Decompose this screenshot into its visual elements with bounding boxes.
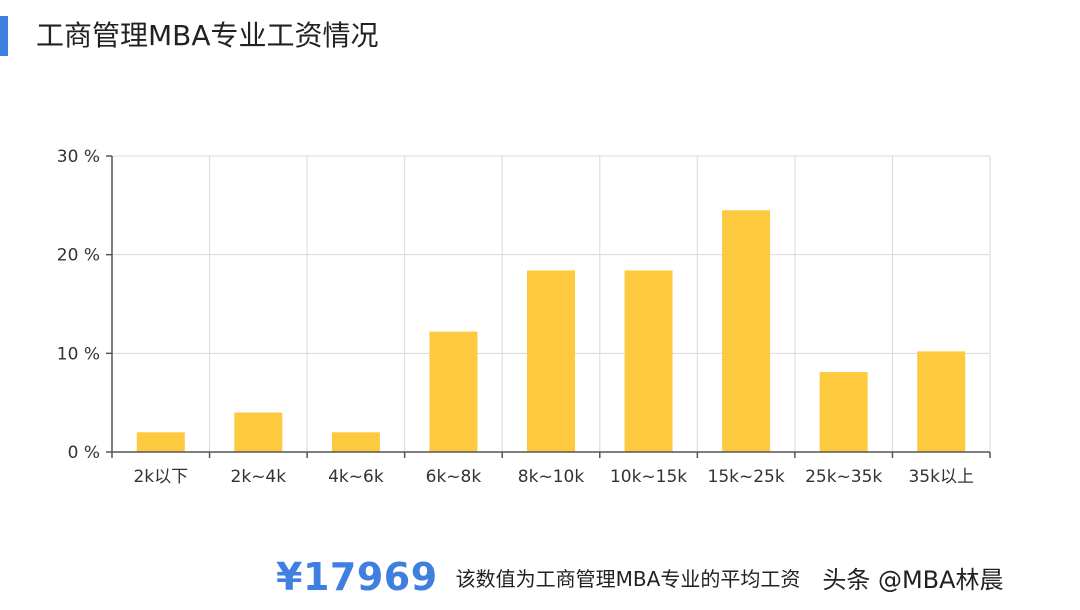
x-tick-label: 10k~15k — [610, 467, 687, 487]
x-tick-label: 35k以上 — [908, 467, 973, 487]
y-tick-label: 20 % — [57, 246, 100, 266]
x-tick-label: 15k~25k — [708, 467, 785, 487]
average-salary-note: 该数值为工商管理MBA专业的平均工资 — [455, 566, 801, 591]
x-tick-label: 4k~6k — [328, 467, 384, 487]
bar-6 — [722, 210, 771, 452]
watermark: 头条 @MBA林晨 — [822, 565, 1004, 594]
bar-7 — [819, 372, 868, 452]
title-accent-bar — [0, 16, 8, 56]
footer: ¥17969 该数值为工商管理MBA专业的平均工资 头条 @MBA林晨 — [276, 552, 1004, 602]
bar-4 — [527, 270, 575, 452]
bar-1 — [234, 412, 283, 452]
average-salary-value: ¥17969 — [276, 555, 438, 599]
bar-0 — [136, 432, 185, 452]
bar-5 — [624, 270, 673, 452]
x-tick-label: 2k~4k — [231, 467, 287, 487]
bar-8 — [917, 351, 966, 452]
x-tick-label: 6k~8k — [426, 467, 482, 487]
y-tick-label: 10 % — [57, 344, 100, 364]
bar-2 — [331, 432, 380, 452]
y-tick-label: 0 % — [68, 443, 100, 463]
x-tick-label: 2k以下 — [133, 467, 188, 487]
y-tick-label: 30 % — [57, 147, 100, 167]
x-tick-label: 8k~10k — [518, 467, 585, 487]
x-tick-label: 25k~35k — [805, 467, 882, 487]
page-title: 工商管理MBA专业工资情况 — [36, 19, 379, 52]
bar-3 — [429, 331, 478, 452]
